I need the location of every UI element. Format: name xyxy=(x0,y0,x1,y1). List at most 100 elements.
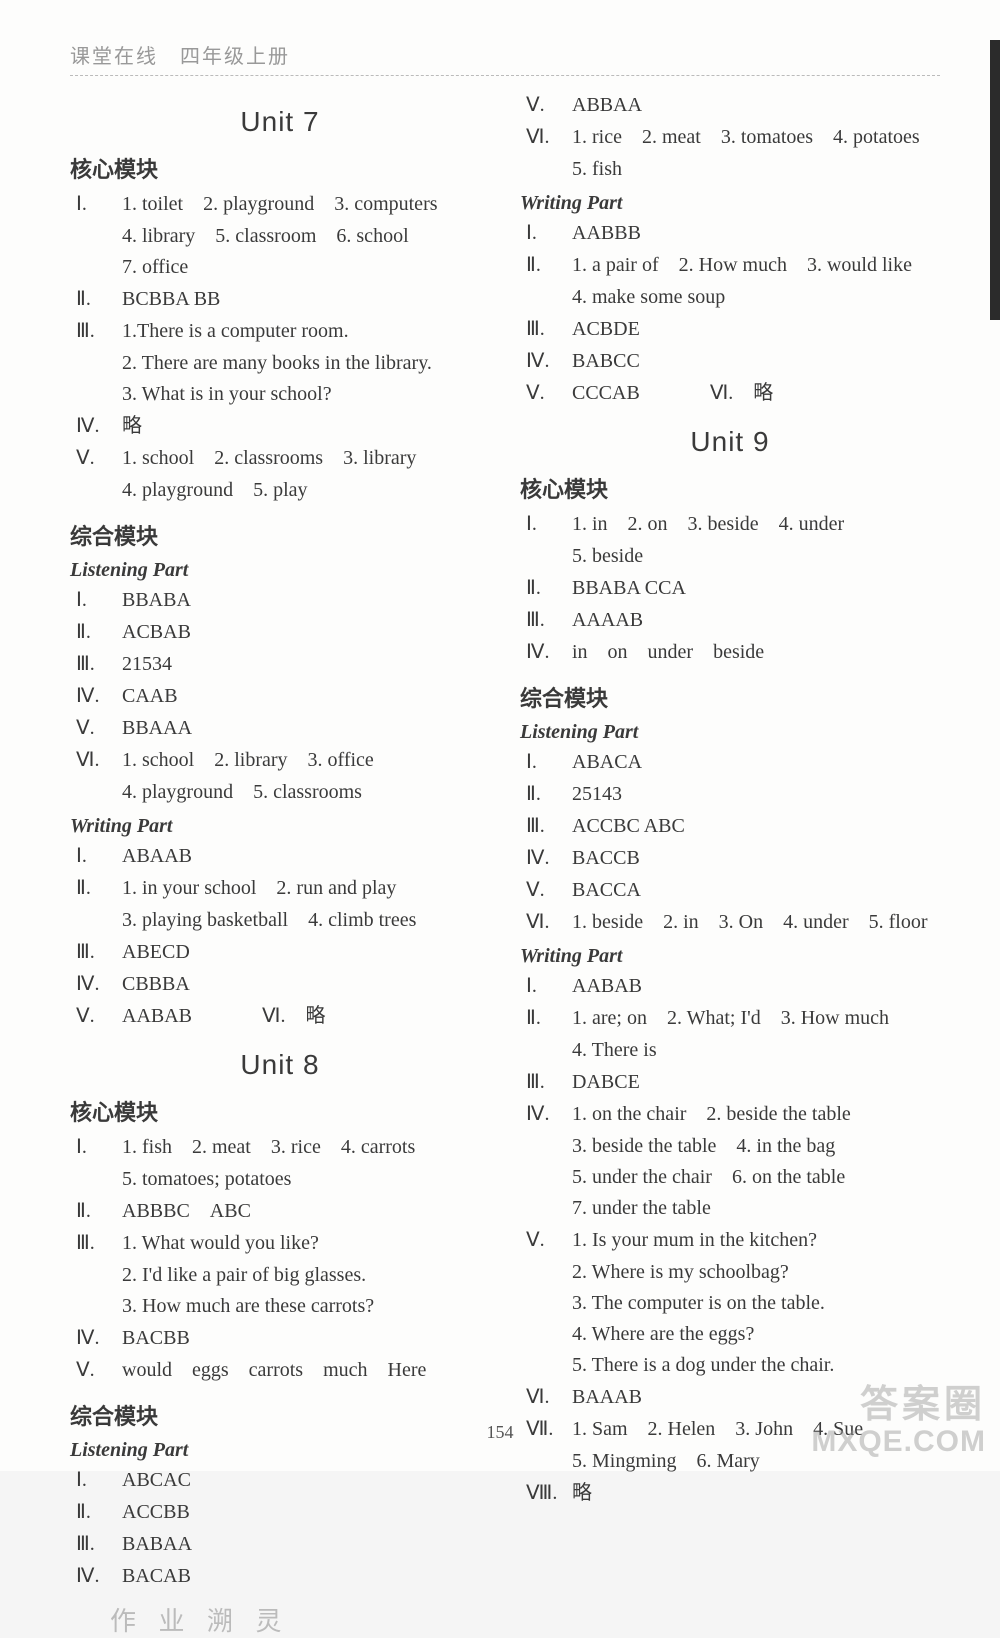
u8-lis-III: Ⅲ.BABAA xyxy=(70,1530,490,1559)
u7-core-V: Ⅴ.1. school 2. classrooms 3. library xyxy=(70,444,490,473)
content: BBABA CCA xyxy=(572,574,940,603)
u7-listening-title: Listening Part xyxy=(70,559,490,582)
content: DABCE xyxy=(572,1068,940,1097)
content: 1. toilet 2. playground 3. computers xyxy=(122,190,490,219)
marker: Ⅲ. xyxy=(70,1530,122,1559)
marker: Ⅳ. xyxy=(520,844,572,873)
marker: Ⅰ. xyxy=(520,972,572,1001)
u8-writing-title: Writing Part xyxy=(520,192,940,215)
u9-wri-V-s2: 3. The computer is on the table. xyxy=(520,1289,940,1318)
u7-lis-IV: Ⅳ.CAAB xyxy=(70,682,490,711)
content: ACCBC ABC xyxy=(572,812,940,841)
marker: Ⅱ. xyxy=(520,574,572,603)
content: in on under beside xyxy=(572,638,940,667)
page-header: 课堂在线 四年级上册 xyxy=(70,40,940,76)
marker: Ⅰ. xyxy=(520,510,572,539)
marker: Ⅲ. xyxy=(520,812,572,841)
marker: Ⅳ. xyxy=(520,347,572,376)
marker: Ⅴ. xyxy=(70,1356,122,1385)
u9-writing-title: Writing Part xyxy=(520,945,940,968)
marker: Ⅱ. xyxy=(520,1004,572,1033)
u9-lis-VI: Ⅵ.1. beside 2. in 3. On 4. under 5. floo… xyxy=(520,908,940,937)
marker: Ⅲ. xyxy=(70,650,122,679)
marker: Ⅰ. xyxy=(70,1466,122,1495)
unit9-core-title: 核心模块 xyxy=(520,472,940,504)
content: 1. in 2. on 3. beside 4. under xyxy=(572,510,940,539)
u8-wri-VI-marker: Ⅵ. xyxy=(710,382,733,404)
marker: Ⅵ. xyxy=(520,1383,572,1412)
content: 1. beside 2. in 3. On 4. under 5. floor xyxy=(572,908,940,937)
u9-wri-I: Ⅰ.AABAB xyxy=(520,972,940,1001)
edge-bar xyxy=(990,40,1000,320)
marker: Ⅳ. xyxy=(70,970,122,999)
u9-wri-IV-s2: 5. under the chair 6. on the table xyxy=(520,1163,940,1192)
u9-core-IV: Ⅳ.in on under beside xyxy=(520,638,940,667)
content: ABACA xyxy=(572,748,940,777)
u9-wri-V: Ⅴ.1. Is your mum in the kitchen? xyxy=(520,1226,940,1255)
content: CCCAB Ⅵ. 略 xyxy=(572,379,940,408)
marker: Ⅱ. xyxy=(70,1197,122,1226)
faint-watermark: 作 业 溯 灵 xyxy=(70,1601,490,1638)
u7-core-I: Ⅰ.1. toilet 2. playground 3. computers xyxy=(70,190,490,219)
watermark: 答案圈 MXQE.COM xyxy=(811,1386,986,1457)
u8-core-II: Ⅱ.ABBBC ABC xyxy=(70,1197,490,1226)
content: 略 xyxy=(122,412,490,441)
u7-core-I-s1: 4. library 5. classroom 6. school xyxy=(70,222,490,251)
marker: Ⅰ. xyxy=(70,842,122,871)
u9-core-I-s1: 5. beside xyxy=(520,542,940,571)
unit9-title: Unit 9 xyxy=(520,426,940,458)
u9-wri-V-s4: 5. There is a dog under the chair. xyxy=(520,1351,940,1380)
u8-lis-IV: Ⅳ.BACAB xyxy=(70,1562,490,1591)
content: BBABA xyxy=(122,586,490,615)
marker: Ⅰ. xyxy=(520,748,572,777)
marker: Ⅵ. xyxy=(520,908,572,937)
unit7-title: Unit 7 xyxy=(70,106,490,138)
marker: Ⅲ. xyxy=(70,1229,122,1258)
u8-core-III-s1: 2. I'd like a pair of big glasses. xyxy=(70,1261,490,1290)
u9-lis-V: Ⅴ.BACCA xyxy=(520,876,940,905)
content: 1. school 2. library 3. office xyxy=(122,746,490,775)
watermark-top: 答案圈 xyxy=(811,1386,986,1426)
u7-core-I-s2: 7. office xyxy=(70,253,490,282)
u7-lis-VI: Ⅵ.1. school 2. library 3. office xyxy=(70,746,490,775)
marker: Ⅱ. xyxy=(520,780,572,809)
unit7-core-title: 核心模块 xyxy=(70,152,490,184)
marker: Ⅱ. xyxy=(70,1498,122,1527)
u8-core-V: Ⅴ.would eggs carrots much Here xyxy=(70,1356,490,1385)
marker: Ⅰ. xyxy=(70,586,122,615)
marker: Ⅴ. xyxy=(70,1002,122,1031)
u8-lis-II: Ⅱ.ACCBB xyxy=(70,1498,490,1527)
content: ABBBC ABC xyxy=(122,1197,490,1226)
u7-wri-II: Ⅱ.1. in your school 2. run and play xyxy=(70,874,490,903)
u8-wri-V-VI: Ⅴ. CCCAB Ⅵ. 略 xyxy=(520,379,940,408)
marker: Ⅲ. xyxy=(520,606,572,635)
u9-core-II: Ⅱ.BBABA CCA xyxy=(520,574,940,603)
unit8-core-title: 核心模块 xyxy=(70,1095,490,1127)
content: AAAAB xyxy=(572,606,940,635)
u9-wri-V-s3: 4. Where are the eggs? xyxy=(520,1320,940,1349)
content: 略 xyxy=(572,1479,940,1508)
u8-wri-IV: Ⅳ.BABCC xyxy=(520,347,940,376)
u9-wri-II: Ⅱ.1. are; on 2. What; I'd 3. How much xyxy=(520,1004,940,1033)
marker: Ⅰ. xyxy=(520,219,572,248)
u9-wri-IV-s1: 3. beside the table 4. in the bag xyxy=(520,1132,940,1161)
content: 1. Is your mum in the kitchen? xyxy=(572,1226,940,1255)
watermark-bottom: MXQE.COM xyxy=(811,1426,986,1458)
u7-wri-VI: 略 xyxy=(305,1005,325,1027)
marker: Ⅳ. xyxy=(70,682,122,711)
marker: Ⅰ. xyxy=(70,1133,122,1162)
u8-lis-I: Ⅰ.ABCAC xyxy=(70,1466,490,1495)
u9-listening-title: Listening Part xyxy=(520,721,940,744)
content: BCBBA BB xyxy=(122,285,490,314)
u7-lis-VI-s1: 4. playground 5. classrooms xyxy=(70,778,490,807)
content: ACBDE xyxy=(572,315,940,344)
content: BACCA xyxy=(572,876,940,905)
content: ACCBB xyxy=(122,1498,490,1527)
marker: Ⅵ. xyxy=(70,746,122,775)
u7-core-III: Ⅲ.1.There is a computer room. xyxy=(70,317,490,346)
u9-core-I: Ⅰ.1. in 2. on 3. beside 4. under xyxy=(520,510,940,539)
content: BACCB xyxy=(572,844,940,873)
u7-core-II: Ⅱ.BCBBA BB xyxy=(70,285,490,314)
content: ABCAC xyxy=(122,1466,490,1495)
marker: Ⅴ. xyxy=(70,714,122,743)
